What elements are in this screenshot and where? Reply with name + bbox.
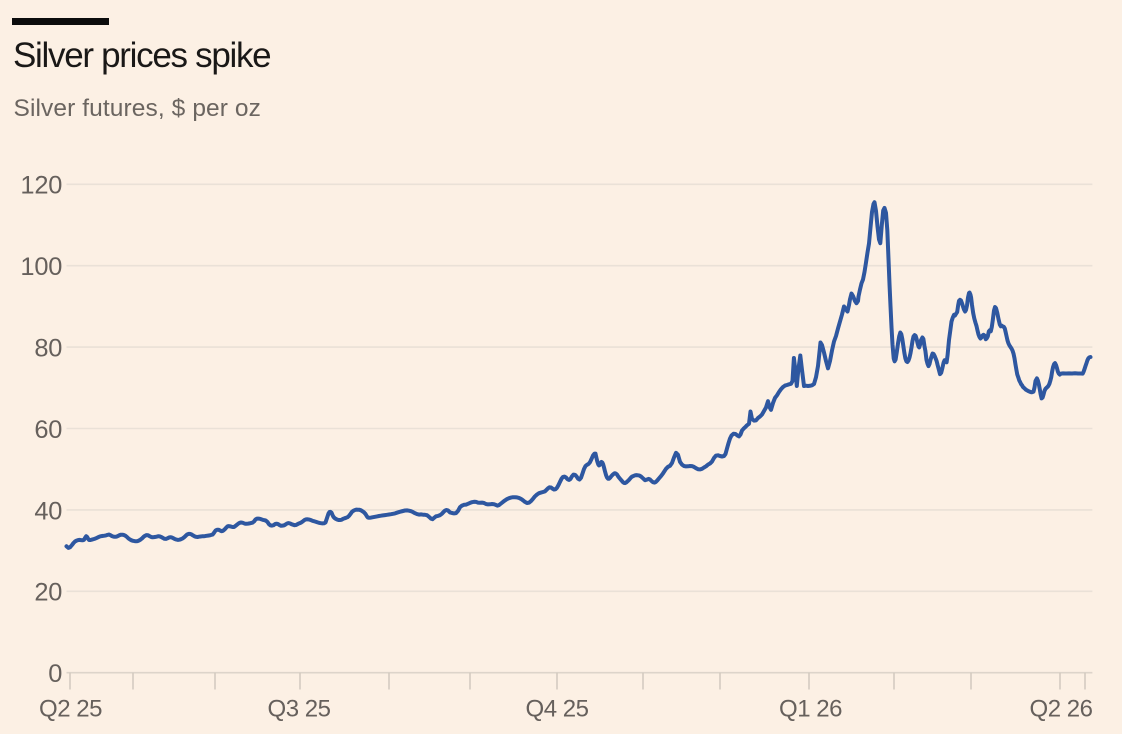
svg-text:Q3 25: Q3 25: [268, 696, 331, 723]
svg-text:Q1 26: Q1 26: [779, 696, 842, 723]
svg-text:20: 20: [34, 579, 62, 607]
svg-text:40: 40: [34, 497, 62, 525]
svg-text:Q4 25: Q4 25: [526, 696, 589, 723]
svg-text:Q2 25: Q2 25: [39, 696, 102, 723]
svg-text:100: 100: [20, 253, 62, 281]
svg-text:Q2 26: Q2 26: [1030, 696, 1093, 723]
svg-text:80: 80: [34, 335, 62, 363]
svg-text:60: 60: [34, 416, 62, 444]
svg-text:120: 120: [20, 172, 62, 200]
svg-text:0: 0: [48, 660, 62, 688]
